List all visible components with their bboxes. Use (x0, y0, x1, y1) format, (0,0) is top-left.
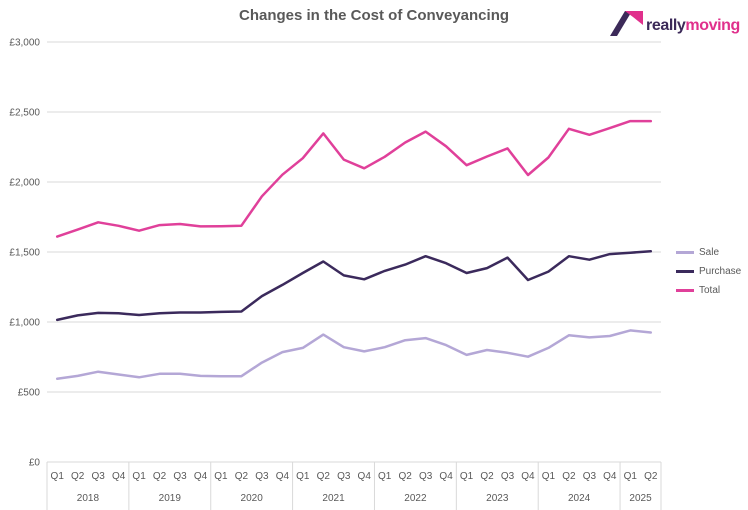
x-tick-label: Q2 (235, 471, 249, 482)
x-tick-label: Q1 (378, 471, 392, 482)
x-tick-label: Q2 (644, 471, 658, 482)
x-tick-label: Q3 (255, 471, 269, 482)
legend-item: Sale (676, 243, 741, 262)
reallymoving-logo: reallymoving (610, 8, 746, 38)
x-tick-label: Q3 (501, 471, 515, 482)
x-tick-label: Q1 (624, 471, 638, 482)
legend-swatch (676, 289, 694, 292)
legend-label: Total (699, 285, 721, 296)
year-label: 2023 (486, 493, 509, 504)
x-tick-label: Q1 (460, 471, 474, 482)
year-label: 2025 (629, 493, 652, 504)
x-tick-label: Q2 (71, 471, 85, 482)
y-tick-label: £500 (18, 388, 41, 399)
chart-title: Changes in the Cost of Conveyancing (238, 7, 510, 24)
logo-word-moving: moving (685, 17, 740, 34)
legend-item: Purchase (676, 262, 741, 281)
x-tick-label: Q4 (603, 471, 617, 482)
x-tick-label: Q3 (337, 471, 351, 482)
x-tick-label: Q4 (358, 471, 372, 482)
x-tick-label: Q4 (112, 471, 126, 482)
year-label: 2018 (77, 493, 100, 504)
legend-swatch (676, 270, 694, 273)
legend-item: Total (676, 281, 741, 300)
x-tick-label: Q1 (214, 471, 228, 482)
year-label: 2020 (241, 493, 264, 504)
x-tick-label: Q4 (439, 471, 453, 482)
y-tick-label: £3,000 (9, 38, 40, 49)
y-tick-label: £1,000 (9, 318, 40, 329)
x-tick-label: Q4 (521, 471, 535, 482)
year-label: 2021 (322, 493, 345, 504)
x-tick-label: Q4 (194, 471, 208, 482)
x-tick-label: Q3 (419, 471, 433, 482)
legend-label: Purchase (699, 266, 742, 277)
series-line-purchase (55, 250, 653, 322)
series-line-sale (55, 329, 653, 380)
y-tick-label: £2,000 (9, 178, 40, 189)
logo-mark-icon (610, 11, 643, 36)
x-tick-label: Q1 (542, 471, 556, 482)
year-label: 2022 (404, 493, 427, 504)
x-tick-label: Q2 (153, 471, 167, 482)
x-tick-label: Q2 (317, 471, 331, 482)
year-label: 2024 (568, 493, 591, 504)
legend-label: Sale (699, 247, 720, 258)
x-tick-label: Q3 (583, 471, 597, 482)
year-label: 2019 (159, 493, 182, 504)
chart-legend: Sale Purchase Total (676, 243, 741, 300)
x-tick-label: Q2 (398, 471, 412, 482)
legend-swatch (676, 251, 694, 254)
x-tick-label: Q3 (173, 471, 187, 482)
x-tick-label: Q2 (480, 471, 494, 482)
x-tick-label: Q1 (296, 471, 310, 482)
y-tick-label: £0 (29, 458, 41, 469)
series-line-total (55, 119, 653, 238)
logo-word-really: really (646, 17, 686, 34)
x-tick-label: Q1 (132, 471, 146, 482)
y-tick-label: £1,500 (9, 248, 40, 259)
x-tick-label: Q2 (562, 471, 576, 482)
x-tick-label: Q4 (276, 471, 290, 482)
y-tick-label: £2,500 (9, 108, 40, 119)
x-tick-label: Q1 (51, 471, 65, 482)
x-tick-label: Q3 (91, 471, 105, 482)
